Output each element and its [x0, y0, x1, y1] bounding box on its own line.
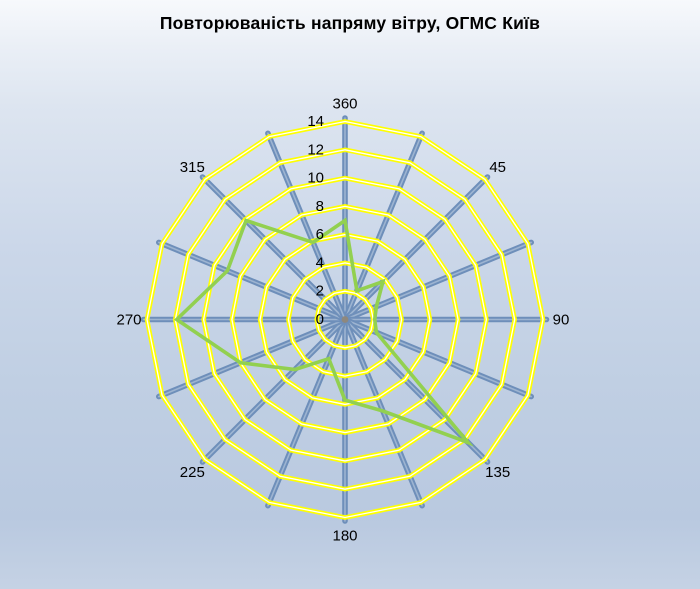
grid-ring-centerline	[146, 120, 544, 519]
center-dot	[341, 316, 349, 323]
wind-frequency-series	[173, 217, 474, 447]
radial-tick-label: 2	[316, 283, 324, 300]
grid-ring-centerline	[202, 177, 488, 462]
radial-tick-label: 10	[307, 170, 324, 187]
radial-tick-label: 12	[307, 141, 324, 158]
grid-ring-centerline	[259, 233, 431, 406]
direction-label: 315	[180, 159, 205, 176]
direction-label: 225	[180, 464, 205, 481]
direction-label: 45	[489, 159, 506, 176]
direction-label: 135	[485, 464, 510, 481]
grid-ring-centerline	[287, 262, 403, 377]
radial-tick-label: 4	[316, 254, 324, 271]
radial-tick-label: 14	[307, 113, 324, 130]
radial-tick-label: 6	[316, 226, 324, 243]
chart-title: Повторюваність напряму вітру, ОГМС Київ	[159, 13, 541, 33]
radial-tick-labels: 0 2 4 6 8 10 12 14	[307, 113, 324, 328]
grid-rings	[144, 119, 546, 520]
grid-ring-centerline	[316, 290, 374, 349]
center-dot	[341, 316, 349, 323]
grid-ring-centerline	[174, 149, 516, 490]
direction-label: 270	[116, 312, 141, 329]
direction-label: 180	[332, 528, 357, 545]
direction-label: 90	[553, 312, 570, 329]
data-series	[173, 217, 474, 447]
grid-ring-centerline	[231, 205, 459, 434]
direction-labels: 360 45 90 135 180 225 270 315	[116, 96, 569, 545]
direction-label: 360	[332, 96, 357, 113]
radial-tick-label: 0	[316, 311, 324, 328]
radial-tick-label: 8	[316, 198, 324, 215]
